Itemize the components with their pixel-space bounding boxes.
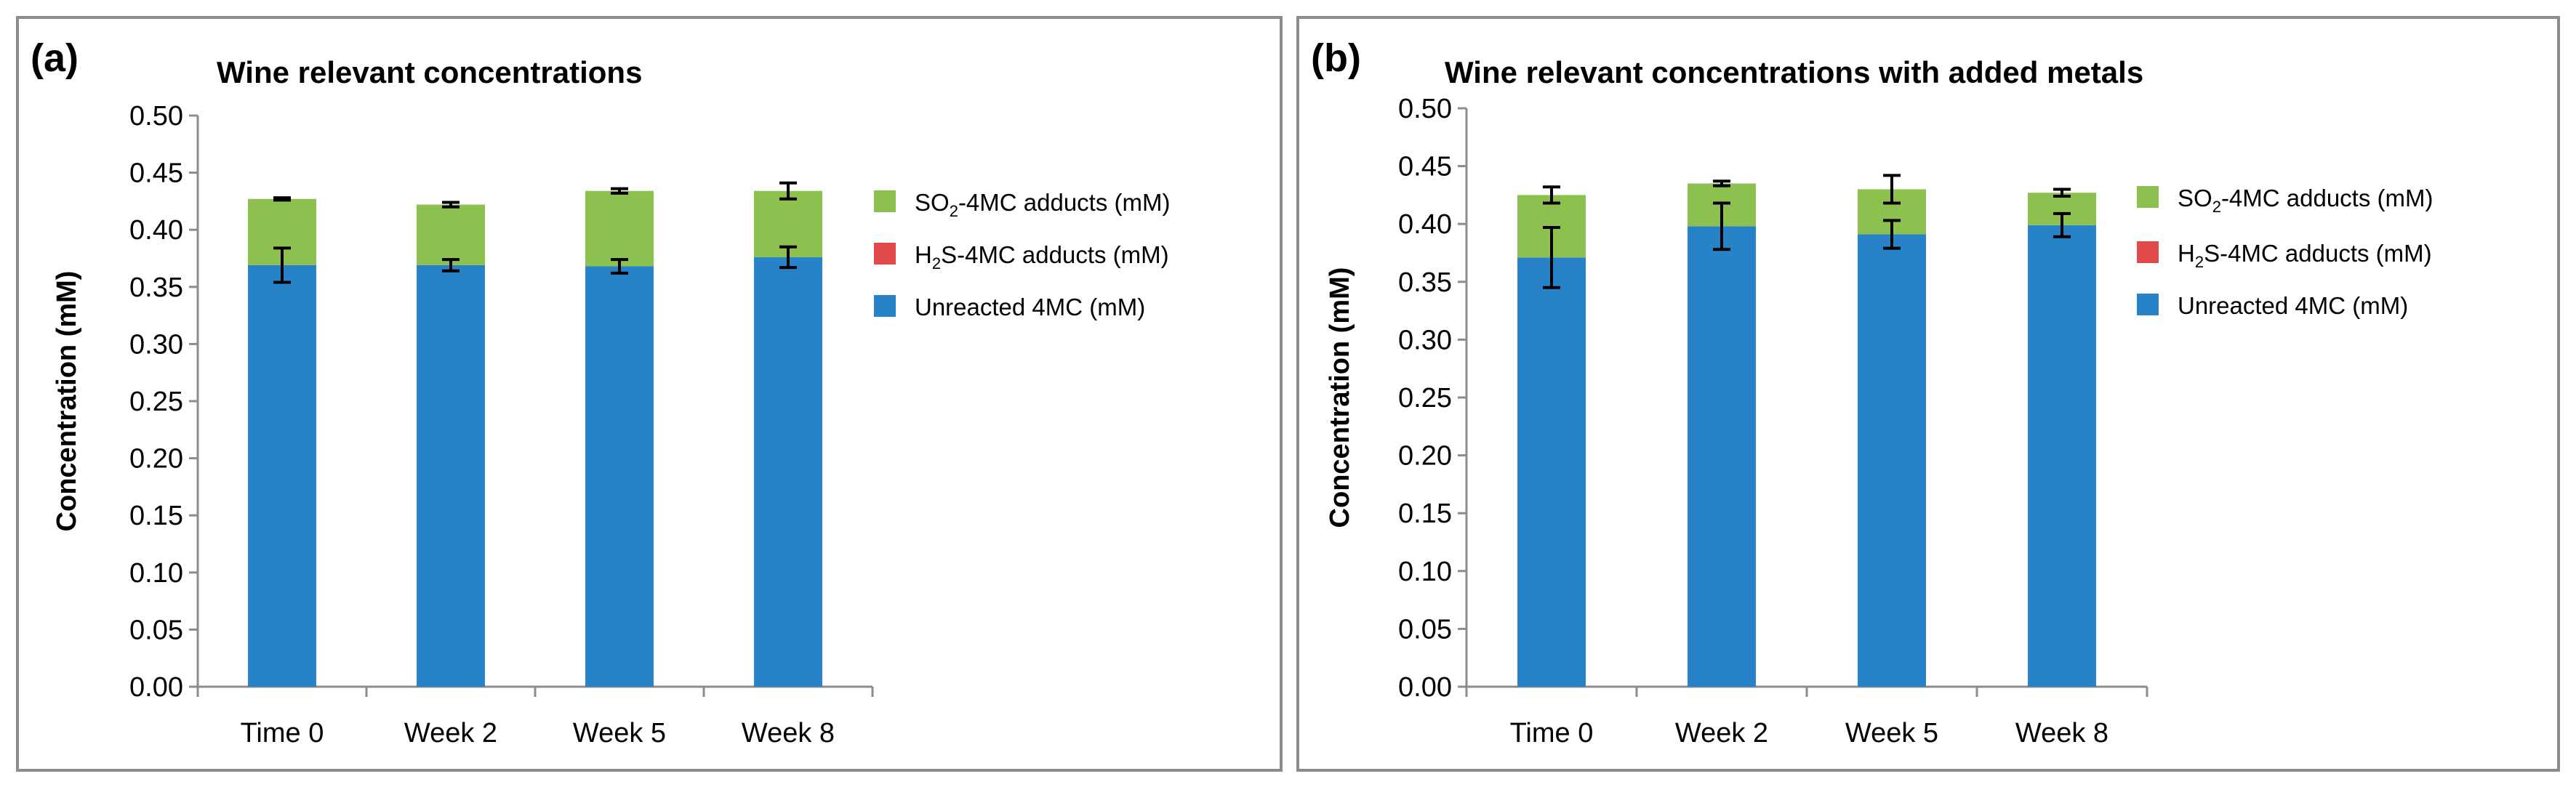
bar-so24mc-1	[417, 204, 485, 265]
x-tick-label: Week 5	[1845, 718, 1938, 748]
y-tick-label: 0.15	[129, 501, 183, 531]
legend-text-rest: S-4MC adducts (mM)	[2204, 240, 2432, 267]
legend-text-main: Unreacted 4MC (mM)	[2178, 292, 2408, 319]
x-tick-label: Week 5	[573, 718, 666, 748]
y-tick-label: 0.05	[1398, 614, 1452, 645]
legend-swatch-1	[2137, 241, 2159, 263]
chart-title: Wine relevant concentrations with added …	[1445, 55, 2143, 89]
x-tick-label: Week 8	[2015, 718, 2108, 748]
legend-text-main: H	[915, 241, 932, 268]
x-tick-label: Time 0	[1510, 718, 1594, 748]
y-tick-label: 0.30	[1398, 325, 1452, 355]
chart-b-svg: (b) Wine relevant concentrations with add…	[1311, 36, 2433, 748]
bar-unreacted-1	[1688, 226, 1756, 687]
legend-swatch-2	[2137, 294, 2159, 315]
y-tick-label: 0.15	[1398, 499, 1452, 529]
chart-panel-b: (b) Wine relevant concentrations with add…	[1296, 16, 2560, 772]
y-tick-label: 0.05	[129, 615, 183, 645]
bar-so24mc-2	[585, 190, 654, 267]
x-tick-label: Week 8	[742, 718, 835, 748]
legend-swatch-0	[2137, 186, 2159, 208]
bar-unreacted-2	[585, 266, 654, 687]
y-tick-label: 0.45	[1398, 152, 1452, 182]
legend-entry-1: H2S-4MC adducts (mM)	[2178, 240, 2432, 271]
y-tick-label: 0.00	[129, 672, 183, 703]
legend-subscript: 2	[2212, 198, 2221, 216]
chart-title: Wine relevant concentrations	[217, 55, 642, 89]
x-tick-label: Time 0	[241, 718, 324, 748]
legend-entry-0: SO2-4MC adducts (mM)	[915, 189, 1170, 220]
y-tick-label: 0.20	[129, 444, 183, 475]
x-tick-label: Week 2	[404, 718, 497, 748]
panel-label: (b)	[1311, 36, 1361, 80]
y-tick-label: 0.00	[1398, 672, 1452, 703]
y-tick-label: 0.45	[129, 158, 183, 189]
legend-swatch-1	[874, 243, 896, 265]
legend-entry-1: H2S-4MC adducts (mM)	[915, 241, 1169, 273]
y-tick-label: 0.35	[1398, 267, 1452, 298]
bar-unreacted-2	[1858, 234, 1926, 687]
y-tick-label: 0.40	[1398, 209, 1452, 240]
y-tick-label: 0.50	[129, 101, 183, 132]
legend-subscript: 2	[2195, 253, 2204, 271]
y-tick-label: 0.25	[129, 387, 183, 417]
legend-text-rest: -4MC adducts (mM)	[2221, 185, 2433, 211]
y-tick-label: 0.20	[1398, 441, 1452, 472]
legend-subscript: 2	[932, 254, 941, 273]
y-tick-label: 0.30	[129, 329, 183, 360]
legend-subscript: 2	[950, 202, 958, 220]
bar-unreacted-3	[754, 257, 822, 687]
chart-panel-a: (a) Wine relevant concentrations 0.00 0.05 0…	[16, 16, 1283, 772]
bar-unreacted-0	[1517, 257, 1586, 687]
bar-unreacted-0	[248, 265, 316, 687]
y-tick-label: 0.50	[1398, 94, 1452, 124]
y-tick-label: 0.10	[129, 558, 183, 589]
legend-text-main: H	[2178, 240, 2195, 267]
y-tick-label: 0.40	[129, 215, 183, 246]
y-axis-title: Concentration (mM)	[1325, 267, 1355, 528]
legend-entry-0: SO2-4MC adducts (mM)	[2178, 185, 2433, 216]
y-tick-label: 0.10	[1398, 557, 1452, 587]
legend-text-rest: S-4MC adducts (mM)	[941, 241, 1169, 268]
legend-swatch-0	[874, 190, 896, 212]
bar-unreacted-3	[2028, 225, 2096, 687]
legend-entry-2: Unreacted 4MC (mM)	[2178, 292, 2408, 319]
legend-swatch-2	[874, 295, 896, 317]
legend-entry-2: Unreacted 4MC (mM)	[915, 294, 1145, 320]
legend-text-rest: -4MC adducts (mM)	[958, 189, 1171, 216]
x-tick-label: Week 2	[1675, 718, 1768, 748]
chart-a-svg: (a) Wine relevant concentrations 0.00 0.05 0…	[31, 36, 1170, 748]
y-axis-title: Concentration (mM)	[52, 271, 82, 532]
y-tick-label: 0.35	[129, 273, 183, 303]
legend-text-main: SO	[915, 189, 950, 216]
legend-text-main: SO	[2178, 185, 2212, 211]
y-tick-label: 0.25	[1398, 383, 1452, 413]
legend-text-main: Unreacted 4MC (mM)	[915, 294, 1145, 320]
panel-label: (a)	[31, 36, 79, 80]
bar-unreacted-1	[417, 265, 485, 687]
